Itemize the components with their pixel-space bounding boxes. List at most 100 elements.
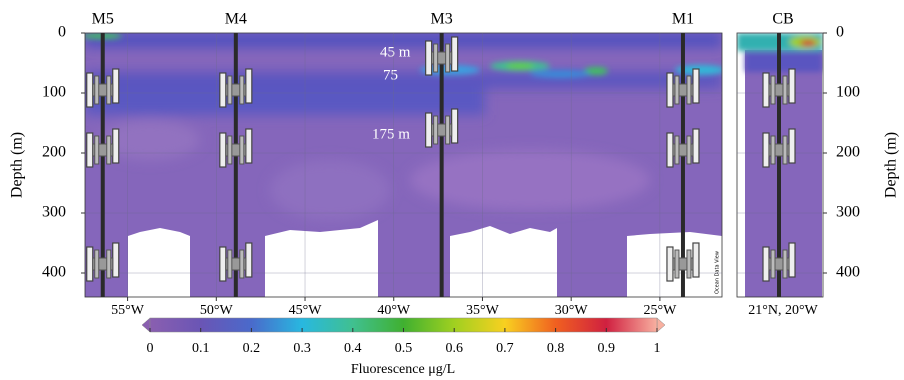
instrument-part (112, 68, 120, 104)
colorbar-tick-label: 0 (147, 341, 154, 356)
colorbar-tick-label: 0.2 (243, 341, 261, 356)
colorbar-tick-label: 1 (654, 341, 661, 356)
instrument (762, 68, 796, 108)
instrument-part (433, 43, 439, 73)
instrument-part (445, 115, 451, 145)
instrument-part (86, 72, 94, 108)
instrument (666, 242, 700, 282)
instrument-part (788, 242, 796, 278)
instrument-part (762, 72, 770, 108)
x-tick-label: 50°W (200, 303, 234, 318)
y-label-right: Depth (m) (883, 132, 900, 198)
mooring-label: M5 (92, 11, 114, 28)
instrument-part (433, 115, 439, 145)
colorbar-tick-label: 0.6 (445, 341, 463, 356)
x-tick-label: 55°W (111, 303, 145, 318)
mooring-label: M3 (431, 11, 453, 28)
instrument-part (106, 135, 112, 165)
instrument-part (770, 135, 776, 165)
instrument-part (445, 43, 451, 73)
instrument-part (692, 68, 700, 104)
instrument (425, 108, 459, 148)
instrument-part (686, 135, 692, 165)
y-tick-label: 100 (42, 84, 66, 101)
instrument-part (112, 128, 120, 164)
y-tick-label: 300 (42, 204, 66, 221)
instrument-part (782, 249, 788, 279)
mooring-label: M4 (225, 11, 247, 28)
instrument-part (219, 246, 227, 282)
instrument-part (239, 249, 245, 279)
instrument-part (451, 36, 459, 72)
instrument-part (666, 246, 674, 282)
instrument-part (686, 75, 692, 105)
x-tick-label: 30°W (555, 303, 589, 318)
instrument (219, 242, 253, 282)
colorbar-end (141, 317, 151, 333)
instrument-part (227, 75, 233, 105)
instrument-part (782, 75, 788, 105)
colorbar-tick-label: 0.4 (344, 341, 362, 356)
y-tick-label: 400 (42, 264, 66, 281)
x-tick-label: 35°W (466, 303, 500, 318)
instrument-part (245, 242, 253, 278)
instrument (219, 68, 253, 108)
y-tick-label: 300 (836, 204, 860, 221)
instrument-part (94, 249, 100, 279)
instrument-part (451, 108, 459, 144)
y-tick-label: 200 (836, 144, 860, 161)
instrument-part (245, 68, 253, 104)
x-tick-label: 45°W (289, 303, 323, 318)
colorbar-label: Fluorescence μg/L (351, 362, 455, 377)
instrument-part (112, 242, 120, 278)
colorbar-tick-label: 0.7 (496, 341, 514, 356)
instrument (86, 242, 120, 282)
instrument-part (788, 128, 796, 164)
instrument-part (245, 128, 253, 164)
instrument-part (692, 128, 700, 164)
instrument (425, 36, 459, 76)
instrument-part (219, 132, 227, 168)
instrument (762, 128, 796, 168)
instrument (86, 68, 120, 108)
mooring-label: M1 (672, 11, 694, 28)
y-tick-label: 100 (836, 84, 860, 101)
instrument-part (788, 68, 796, 104)
inset-x-label: 21°N, 20°W (748, 303, 818, 318)
colorbar-tick-label: 0.8 (547, 341, 565, 356)
inset-title: CB (772, 11, 793, 28)
instrument-part (686, 249, 692, 279)
instrument (86, 128, 120, 168)
annotation: 75 (383, 67, 398, 83)
instrument-part (425, 40, 433, 76)
instrument-part (762, 132, 770, 168)
instrument-part (227, 249, 233, 279)
instrument-part (782, 135, 788, 165)
instrument-part (94, 135, 100, 165)
instrument-part (770, 75, 776, 105)
instrument (219, 128, 253, 168)
colorbar-tick-label: 0.3 (293, 341, 311, 356)
y-tick-label: 0 (58, 24, 66, 41)
instrument-part (106, 75, 112, 105)
instrument (666, 68, 700, 108)
colorbar-end (656, 317, 666, 333)
y-label: Depth (m) (9, 132, 26, 198)
instrument-part (239, 75, 245, 105)
instrument (762, 242, 796, 282)
instrument-part (106, 249, 112, 279)
instrument-part (674, 249, 680, 279)
y-tick-label: 400 (836, 264, 860, 281)
instrument-part (674, 75, 680, 105)
instrument-part (86, 132, 94, 168)
instrument-part (219, 72, 227, 108)
colorbar-tick-label: 0.1 (192, 341, 210, 356)
instrument-part (239, 135, 245, 165)
x-tick-label: 40°W (377, 303, 411, 318)
instrument-part (770, 249, 776, 279)
annotation: 45 m (380, 44, 411, 60)
instrument-part (666, 72, 674, 108)
instrument-part (425, 112, 433, 148)
credit: Ocean Data View (715, 251, 721, 294)
